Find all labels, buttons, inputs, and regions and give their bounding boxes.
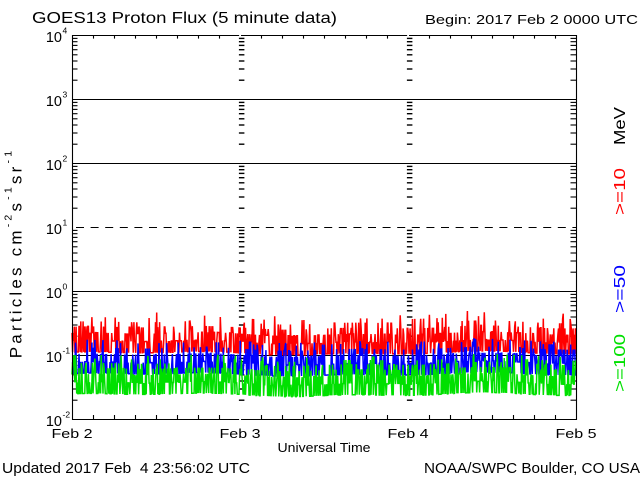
svg-text:Particles cm-2s-1sr-1: Particles cm-2s-1sr-1 — [3, 148, 26, 359]
svg-text:10: 10 — [46, 286, 62, 302]
svg-text:0: 0 — [63, 282, 68, 292]
svg-text:10: 10 — [46, 94, 62, 110]
svg-text:2: 2 — [63, 154, 68, 164]
svg-text:MeV: MeV — [612, 107, 629, 145]
svg-text:NOAA/SWPC Boulder, CO USA: NOAA/SWPC Boulder, CO USA — [424, 461, 640, 477]
svg-text:>=100: >=100 — [612, 334, 629, 392]
svg-text:Feb 5: Feb 5 — [556, 426, 597, 441]
svg-text:>=50: >=50 — [612, 265, 629, 313]
svg-text:Feb 3: Feb 3 — [220, 426, 261, 441]
svg-text:3: 3 — [63, 90, 68, 100]
svg-text:Universal Time: Universal Time — [278, 440, 371, 455]
svg-text:10: 10 — [46, 222, 62, 238]
svg-text:-1: -1 — [63, 346, 71, 356]
svg-text:GOES13 Proton Flux (5 minute d: GOES13 Proton Flux (5 minute data) — [32, 10, 337, 27]
svg-text:Feb 2: Feb 2 — [52, 426, 93, 441]
svg-text:>=10: >=10 — [612, 168, 629, 215]
svg-text:Begin: 2017 Feb 2 0000 UTC: Begin: 2017 Feb 2 0000 UTC — [425, 12, 638, 27]
svg-text:-2: -2 — [63, 410, 71, 420]
svg-text:10: 10 — [46, 414, 62, 430]
svg-text:Feb 4: Feb 4 — [388, 426, 429, 441]
svg-text:10: 10 — [46, 158, 62, 174]
svg-text:10: 10 — [46, 350, 62, 366]
svg-text:10: 10 — [46, 30, 62, 46]
svg-text:Updated 2017 Feb 4 23:56:02 U: Updated 2017 Feb 4 23:56:02 UTC — [2, 461, 250, 477]
svg-text:1: 1 — [63, 218, 68, 228]
svg-text:4: 4 — [63, 26, 68, 36]
